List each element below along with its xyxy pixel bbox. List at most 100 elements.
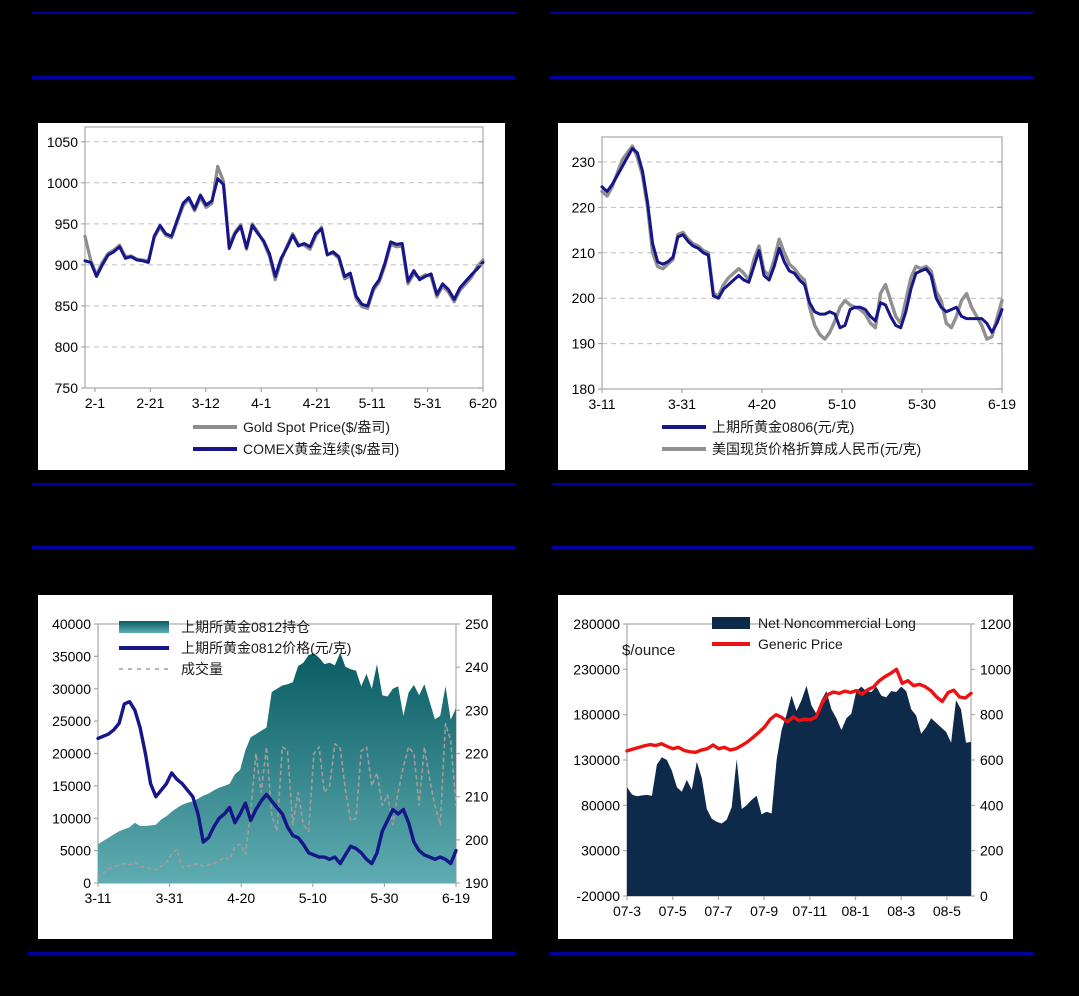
y-axis-label-right: 0 <box>980 888 988 904</box>
x-axis-label: 4-20 <box>227 890 255 906</box>
y-axis-label: 850 <box>55 298 79 314</box>
legend-label: Net Noncommercial Long <box>758 615 916 631</box>
y-axis-label: 80000 <box>581 797 620 813</box>
divider-line <box>550 76 1033 79</box>
x-axis-label: 3-31 <box>156 890 184 906</box>
legend-label: 美国现货价格折算成人民币(元/克) <box>712 441 921 457</box>
legend-item: 上期所黄金0812价格(元/克) <box>119 640 351 656</box>
y-axis-label: 280000 <box>573 616 620 632</box>
legend-label: Generic Price <box>758 636 843 652</box>
y-axis-label: 750 <box>55 380 79 396</box>
y-axis-label: 230 <box>572 154 596 170</box>
legend-item: 成交量 <box>119 661 223 677</box>
divider-line <box>32 76 515 79</box>
divider-line <box>552 483 1033 485</box>
x-axis-label: 08-5 <box>933 903 961 919</box>
legend-item: 上期所黄金0812持仓 <box>119 619 310 635</box>
y-axis-label: 1000 <box>47 175 78 191</box>
legend-label: 成交量 <box>181 661 223 677</box>
x-axis-label: 07-9 <box>750 903 778 919</box>
series-line <box>96 699 458 866</box>
divider-line <box>32 483 515 485</box>
x-axis-label: 4-20 <box>748 396 776 412</box>
x-axis-label: 3-11 <box>589 396 616 412</box>
series-line <box>600 144 1004 341</box>
axis-unit-label: $/ounce <box>622 642 675 659</box>
legend-item: COMEX黄金连续($/盎司) <box>193 441 399 457</box>
divider-line <box>32 546 515 549</box>
y-axis-label: 1050 <box>47 134 78 150</box>
x-axis-label: 3-11 <box>85 890 112 906</box>
series-area <box>627 685 971 896</box>
y-axis-label: 30000 <box>52 681 91 697</box>
legend-swatch <box>119 621 169 633</box>
x-axis-label: 08-3 <box>887 903 915 919</box>
x-axis-label: 4-21 <box>303 395 331 411</box>
x-axis-label: 5-31 <box>414 395 442 411</box>
x-axis-label: 2-1 <box>85 395 105 411</box>
y-axis-label: 180000 <box>573 707 620 723</box>
y-axis-label: 950 <box>55 216 79 232</box>
x-axis-label: 5-10 <box>299 890 327 906</box>
series-area <box>98 652 456 883</box>
series-line <box>83 177 485 308</box>
y-axis-label: 0 <box>83 875 91 891</box>
legend-item: 上期所黄金0806(元/克) <box>662 419 854 435</box>
y-axis-label-right: 200 <box>980 843 1004 859</box>
x-axis-label: 5-30 <box>370 890 398 906</box>
legend-label: 上期所黄金0806(元/克) <box>712 419 854 435</box>
divider-line <box>552 546 1033 549</box>
y-axis-label-right: 1000 <box>980 661 1011 677</box>
y-axis-label: 220 <box>572 199 596 215</box>
y-axis-label: 5000 <box>60 843 91 859</box>
legend-item: Gold Spot Price($/盎司) <box>193 419 390 435</box>
x-axis-label: 5-11 <box>359 395 386 411</box>
y-axis-label: 40000 <box>52 616 91 632</box>
divider-line <box>28 952 515 955</box>
y-axis-label: -20000 <box>576 888 620 904</box>
x-axis-label: 4-1 <box>251 395 271 411</box>
series-line <box>83 164 485 310</box>
x-axis-label: 6-19 <box>988 396 1016 412</box>
divider-line <box>550 952 1033 955</box>
y-axis-label: 130000 <box>573 752 620 768</box>
legend-label: Gold Spot Price($/盎司) <box>243 419 390 435</box>
y-axis-label-right: 200 <box>465 832 489 848</box>
legend-label: 上期所黄金0812持仓 <box>181 619 310 635</box>
y-axis-label-right: 400 <box>980 797 1004 813</box>
divider-line <box>32 12 515 14</box>
plot-frame <box>601 136 1003 390</box>
y-axis-label-right: 240 <box>465 659 489 675</box>
y-axis-label: 230000 <box>573 661 620 677</box>
x-axis-label: 5-10 <box>828 396 856 412</box>
chart-panel-shfe-0812-positions: 40000 35000 30000 25000 20000 15000 10000 5000 0… <box>38 595 492 939</box>
plot-frame <box>84 126 484 389</box>
series-line <box>97 722 457 879</box>
chart-shfe-0812-positions: 40000 35000 30000 25000 20000 15000 10000 5000 0… <box>52 616 489 906</box>
x-axis-label: 3-12 <box>192 395 220 411</box>
y-axis-label: 200 <box>572 290 596 306</box>
x-axis-label: 08-1 <box>841 903 869 919</box>
y-axis-label-right: 220 <box>465 746 489 762</box>
y-axis-label: 210 <box>572 245 596 261</box>
series-line <box>625 667 973 755</box>
legend-swatch <box>712 617 750 629</box>
y-axis-label: 800 <box>55 339 79 355</box>
x-axis-label: 3-31 <box>668 396 696 412</box>
y-axis-label: 900 <box>55 257 79 273</box>
x-axis-label: 07-5 <box>659 903 687 919</box>
series-line <box>600 146 1004 334</box>
y-axis-label-right: 230 <box>465 702 489 718</box>
x-axis-label: 5-30 <box>908 396 936 412</box>
y-axis-label: 35000 <box>52 648 91 664</box>
y-axis-label: 10000 <box>52 810 91 826</box>
chart-gold-spot-comex: 1050 1000 950 900 850 800 750 2-1 2-21 3-12 4-1 4-2… <box>47 126 497 457</box>
x-axis-label: 2-21 <box>136 395 164 411</box>
y-axis-label-right: 600 <box>980 752 1004 768</box>
divider-line <box>550 12 1033 14</box>
legend-label: 上期所黄金0812价格(元/克) <box>181 640 351 656</box>
y-axis-label: 190 <box>572 336 596 352</box>
y-axis-label-right: 210 <box>465 789 489 805</box>
